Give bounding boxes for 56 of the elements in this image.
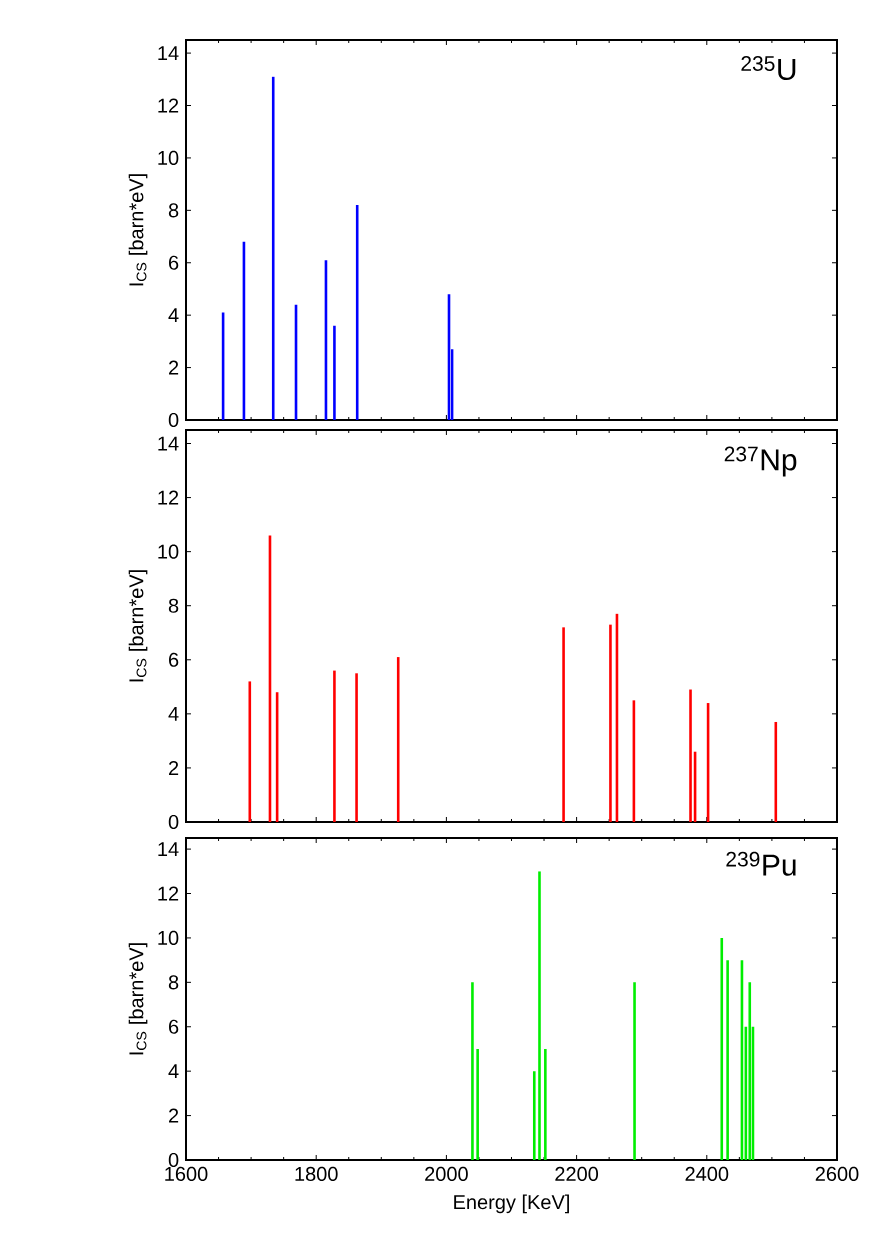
y-tick-label: 14 xyxy=(158,46,179,60)
y-tick-label: 4 xyxy=(168,706,179,721)
y-axis-title: I$_{CS}$ [barn*eV] xyxy=(128,943,148,1055)
bar xyxy=(609,624,612,822)
text: $^{237}$Np xyxy=(724,446,797,477)
y-tick-label: 14 xyxy=(158,842,179,856)
y-tick-label: 2 xyxy=(169,360,179,375)
y-tick-label: 8 xyxy=(168,598,179,613)
y-tick-label: 8 xyxy=(168,203,179,218)
y-tick-label: 0 xyxy=(168,1152,179,1168)
bar xyxy=(396,657,400,822)
y-axis-title: I$_{CS}$ [barn*eV] xyxy=(128,174,148,286)
bar xyxy=(748,982,752,1160)
x-tick-label: 1600 xyxy=(165,1166,208,1182)
y-tick-label: 8 xyxy=(168,975,179,990)
bar xyxy=(471,982,474,1160)
bar xyxy=(271,76,275,420)
x-tick-label: 2400 xyxy=(685,1166,729,1182)
y-tick-label: 4 xyxy=(168,308,179,323)
y-tick-label: 6 xyxy=(169,255,179,270)
bar xyxy=(544,1048,547,1160)
y-tick-label: 6 xyxy=(169,1019,179,1034)
y-tick-label: 12 xyxy=(158,886,179,901)
chart-title: $^{239}$Pu xyxy=(726,851,796,876)
x-tick-label: 2600 xyxy=(815,1166,859,1182)
bar xyxy=(333,325,336,420)
chart-title: $^{235}$U xyxy=(741,56,796,81)
bar xyxy=(333,670,336,822)
y-tick-label: 10 xyxy=(158,150,179,165)
bar xyxy=(562,627,565,822)
y-tick-label: 2 xyxy=(169,1108,179,1123)
bar xyxy=(476,1048,479,1160)
x-tick-label: 2000 xyxy=(425,1166,468,1182)
bar xyxy=(720,937,724,1160)
y-axis-title: I$_{CS}$ [barn*eV] xyxy=(128,570,148,682)
bar xyxy=(689,689,692,822)
bar xyxy=(726,960,729,1160)
y-tick-label: 14 xyxy=(158,436,179,451)
bar xyxy=(532,1071,536,1160)
bar xyxy=(248,681,252,822)
y-tick-label: 0 xyxy=(168,814,179,830)
y-tick-label: 10 xyxy=(158,544,179,559)
x-tick-label: 1800 xyxy=(295,1166,338,1182)
y-tick-label: 12 xyxy=(158,490,179,505)
y-tick-label: 0 xyxy=(168,412,179,428)
y-tick-label: 10 xyxy=(158,930,179,945)
y-tick-label: 12 xyxy=(158,98,179,113)
bar xyxy=(355,205,359,420)
x-tick-label: 2200 xyxy=(555,1166,599,1182)
bar xyxy=(538,871,541,1160)
x-axis-title: Energy [KeV] xyxy=(454,1194,569,1214)
bar xyxy=(355,673,358,822)
y-tick-label: 2 xyxy=(169,760,179,775)
bar xyxy=(633,982,636,1160)
y-tick-label: 4 xyxy=(168,1064,179,1079)
y-tick-label: 6 xyxy=(169,652,179,667)
